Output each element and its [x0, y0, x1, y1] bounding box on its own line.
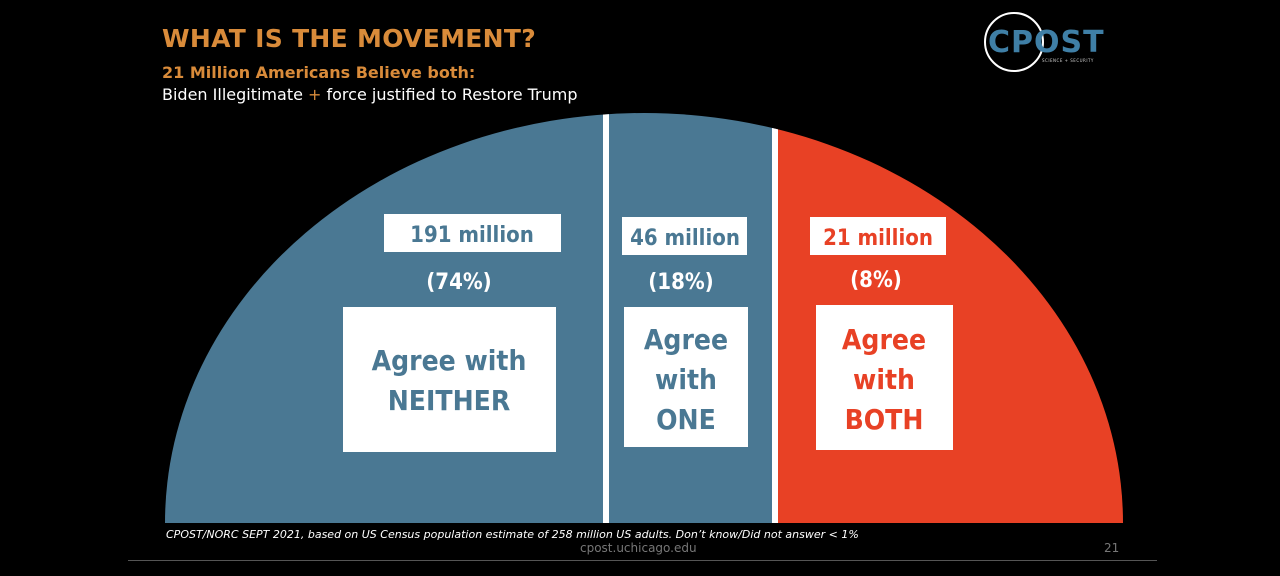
slide-subtitle: 21 Million Americans Believe both: — [162, 63, 476, 82]
divider-2 — [772, 113, 778, 523]
count-box-neither — [384, 214, 561, 252]
divider-1 — [603, 113, 609, 523]
label-neither-line1: Agree with — [372, 344, 527, 377]
label-both-line2: with — [853, 363, 915, 396]
footer-divider — [128, 560, 1157, 561]
label-one-line3: ONE — [656, 403, 716, 436]
count-label-neither: 191 million — [410, 223, 534, 248]
count-label-both: 21 million — [823, 226, 933, 251]
label-both-line3: BOTH — [845, 403, 924, 436]
pct-label-one: (18%) — [648, 270, 713, 295]
count-box-one — [622, 217, 747, 255]
logo-tagline: SCIENCE + SECURITY — [1042, 58, 1094, 63]
label-one-line2: with — [655, 363, 717, 396]
logo-circle-icon — [984, 12, 1044, 72]
label-box-one — [624, 307, 748, 447]
logo-text: CPOST — [988, 25, 1105, 60]
label-box-neither — [343, 307, 556, 452]
statement-part1: Biden Illegitimate — [162, 85, 309, 104]
slide-statement: Biden Illegitimate + force justified to … — [162, 85, 578, 104]
statement-part2: force justified to Restore Trump — [321, 85, 578, 104]
statement-plus: + — [308, 85, 322, 104]
count-label-one: 46 million — [630, 226, 740, 251]
footer-url: cpost.uchicago.edu — [580, 541, 697, 555]
page-number: 21 — [1104, 541, 1120, 555]
label-neither-line2: NEITHER — [388, 384, 511, 417]
label-box-both — [816, 305, 953, 450]
slide-title: WHAT IS THE MOVEMENT? — [162, 24, 537, 53]
pct-label-neither: (74%) — [426, 270, 491, 295]
pct-label-both: (8%) — [850, 268, 902, 293]
count-box-both — [810, 217, 946, 255]
label-one-line1: Agree — [644, 323, 728, 356]
label-both-line1: Agree — [842, 323, 926, 356]
footnote: CPOST/NORC SEPT 2021, based on US Census… — [166, 528, 859, 541]
